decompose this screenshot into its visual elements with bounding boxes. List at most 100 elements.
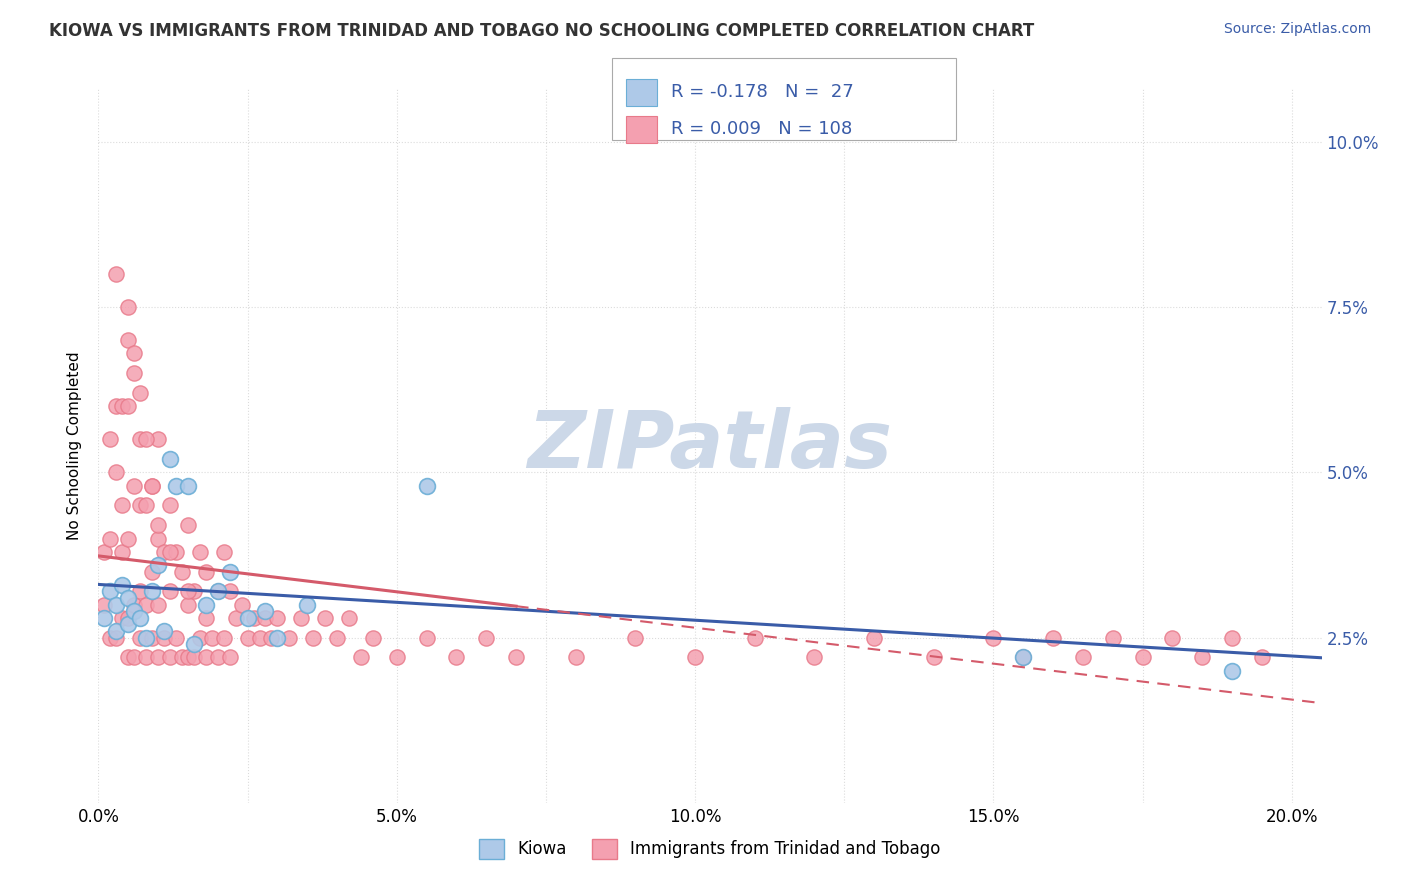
Point bbox=[254, 604, 277, 618]
Point bbox=[177, 518, 200, 533]
Point bbox=[93, 611, 115, 625]
Text: ZIPatlas: ZIPatlas bbox=[527, 407, 893, 485]
Point bbox=[129, 611, 152, 625]
Point bbox=[231, 598, 253, 612]
Point bbox=[1220, 664, 1243, 678]
Y-axis label: No Schooling Completed: No Schooling Completed bbox=[67, 351, 83, 541]
Point bbox=[117, 591, 139, 605]
Point bbox=[218, 650, 240, 665]
Point bbox=[98, 631, 121, 645]
Point bbox=[1132, 650, 1154, 665]
Point bbox=[624, 631, 647, 645]
Point bbox=[129, 631, 152, 645]
Point bbox=[129, 499, 152, 513]
Point bbox=[98, 584, 121, 599]
Point bbox=[297, 598, 319, 612]
Point bbox=[93, 545, 115, 559]
Point bbox=[188, 631, 211, 645]
Point bbox=[1161, 631, 1184, 645]
Text: KIOWA VS IMMIGRANTS FROM TRINIDAD AND TOBAGO NO SCHOOLING COMPLETED CORRELATION : KIOWA VS IMMIGRANTS FROM TRINIDAD AND TO… bbox=[49, 22, 1035, 40]
Point bbox=[159, 452, 181, 467]
Point bbox=[98, 532, 121, 546]
Point bbox=[177, 650, 200, 665]
Point bbox=[249, 631, 271, 645]
Point bbox=[1012, 650, 1035, 665]
Point bbox=[201, 631, 224, 645]
Point bbox=[177, 598, 200, 612]
Point bbox=[326, 631, 349, 645]
Point bbox=[146, 558, 169, 572]
Point bbox=[111, 611, 134, 625]
Point bbox=[141, 584, 163, 599]
Text: R = -0.178   N =  27: R = -0.178 N = 27 bbox=[671, 83, 853, 101]
Point bbox=[122, 478, 145, 492]
Point bbox=[212, 631, 235, 645]
Point bbox=[302, 631, 325, 645]
Point bbox=[135, 598, 157, 612]
Text: Source: ZipAtlas.com: Source: ZipAtlas.com bbox=[1223, 22, 1371, 37]
Point bbox=[135, 433, 157, 447]
Point bbox=[141, 631, 163, 645]
Point bbox=[446, 650, 468, 665]
Point bbox=[350, 650, 373, 665]
Point bbox=[117, 300, 139, 314]
Point bbox=[183, 650, 205, 665]
Point bbox=[159, 499, 181, 513]
Point bbox=[177, 584, 200, 599]
Point bbox=[105, 466, 128, 480]
Point bbox=[129, 386, 152, 401]
Point bbox=[111, 400, 134, 414]
Point bbox=[361, 631, 384, 645]
Point bbox=[170, 650, 193, 665]
Point bbox=[117, 400, 139, 414]
Point bbox=[1101, 631, 1123, 645]
Point bbox=[337, 611, 360, 625]
Point bbox=[218, 565, 240, 579]
Point bbox=[744, 631, 766, 645]
Point bbox=[111, 499, 134, 513]
Point bbox=[170, 565, 193, 579]
Point bbox=[129, 584, 152, 599]
Point bbox=[207, 584, 229, 599]
Point bbox=[165, 545, 187, 559]
Point bbox=[153, 631, 176, 645]
Point bbox=[983, 631, 1005, 645]
Point bbox=[105, 400, 128, 414]
Point bbox=[236, 631, 259, 645]
Point bbox=[194, 650, 217, 665]
Point bbox=[260, 631, 283, 645]
Point bbox=[266, 631, 288, 645]
Point bbox=[290, 611, 312, 625]
Point bbox=[146, 598, 169, 612]
Point bbox=[135, 499, 157, 513]
Point bbox=[212, 545, 235, 559]
Point bbox=[242, 611, 264, 625]
Point bbox=[117, 333, 139, 347]
Point bbox=[117, 617, 139, 632]
Point bbox=[153, 545, 176, 559]
Point bbox=[159, 584, 181, 599]
Point bbox=[1220, 631, 1243, 645]
Point bbox=[111, 545, 134, 559]
Point bbox=[105, 598, 128, 612]
Point bbox=[207, 650, 229, 665]
Point bbox=[1042, 631, 1064, 645]
Point bbox=[122, 367, 145, 381]
Point bbox=[159, 545, 181, 559]
Point bbox=[1191, 650, 1213, 665]
Point bbox=[141, 478, 163, 492]
Point bbox=[188, 545, 211, 559]
Point bbox=[159, 650, 181, 665]
Point bbox=[194, 565, 217, 579]
Point bbox=[177, 478, 200, 492]
Point bbox=[146, 650, 169, 665]
Point bbox=[93, 598, 115, 612]
Point bbox=[165, 631, 187, 645]
Point bbox=[135, 631, 157, 645]
Legend: Kiowa, Immigrants from Trinidad and Tobago: Kiowa, Immigrants from Trinidad and Toba… bbox=[472, 832, 948, 866]
Point bbox=[146, 518, 169, 533]
Point bbox=[146, 532, 169, 546]
Point bbox=[146, 433, 169, 447]
Point bbox=[105, 267, 128, 281]
Point bbox=[1071, 650, 1094, 665]
